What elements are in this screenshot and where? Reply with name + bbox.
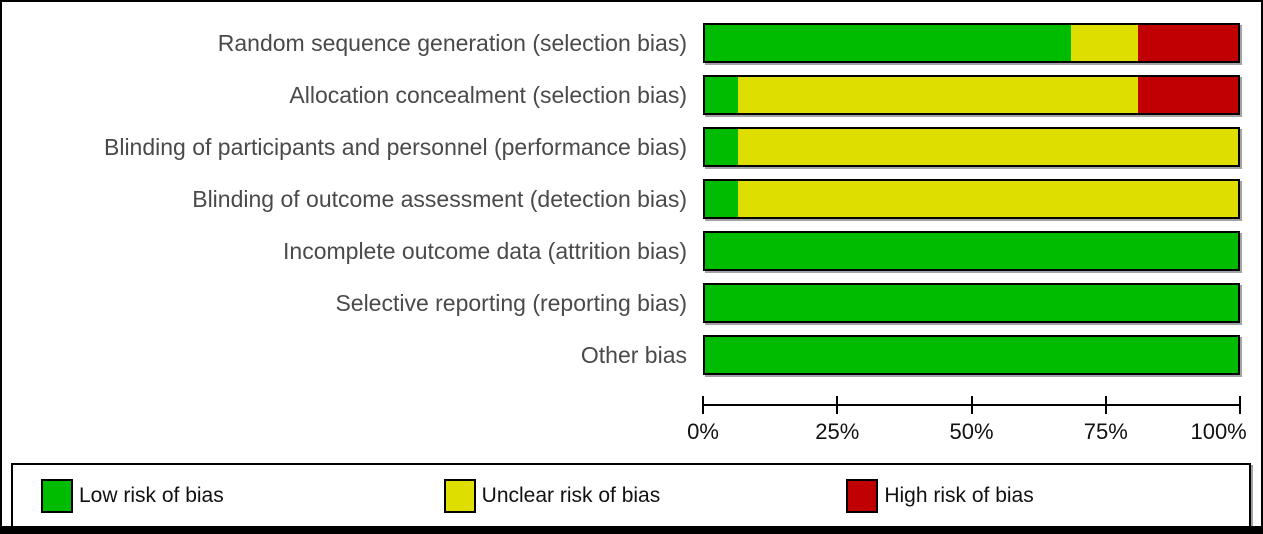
axis-cell: 0% 25% 50% 75% 100% bbox=[687, 393, 1261, 449]
axis-tick bbox=[1239, 396, 1241, 414]
bar-track bbox=[703, 179, 1240, 219]
bar-track bbox=[703, 127, 1240, 167]
bar-row: Allocation concealment (selection bias) bbox=[2, 69, 1261, 121]
legend-item-low: Low risk of bias bbox=[41, 478, 444, 513]
bar-cell bbox=[703, 231, 1261, 271]
bar-cell bbox=[703, 127, 1261, 167]
axis-tick bbox=[1104, 396, 1107, 414]
row-label: Blinding of participants and personnel (… bbox=[104, 133, 687, 160]
bar-segment-low bbox=[705, 181, 739, 217]
bar-segment-low bbox=[705, 233, 1238, 269]
low-risk-swatch bbox=[41, 478, 73, 513]
axis-tick bbox=[702, 396, 704, 414]
bar-row: Random sequence generation (selection bi… bbox=[2, 17, 1261, 69]
bar-track bbox=[703, 23, 1240, 63]
bar-segment-low bbox=[705, 77, 739, 113]
bar-segment-low bbox=[705, 285, 1238, 321]
row-label: Blinding of outcome assessment (detectio… bbox=[192, 185, 687, 212]
axis-spacer bbox=[2, 393, 703, 449]
bar-segment-unclear bbox=[1071, 25, 1139, 61]
x-axis: 0% 25% 50% 75% 100% bbox=[687, 393, 1247, 449]
axis-tick bbox=[970, 396, 973, 414]
bar-cell bbox=[703, 335, 1261, 375]
row-label: Allocation concealment (selection bias) bbox=[289, 81, 687, 108]
bar-segment-high bbox=[1138, 77, 1238, 113]
bar-segment-low bbox=[705, 129, 739, 165]
bar-row: Other bias bbox=[2, 329, 1261, 381]
high-risk-swatch bbox=[846, 478, 879, 513]
axis-tick-label: 25% bbox=[815, 419, 860, 444]
bar-row: Selective reporting (reporting bias) bbox=[2, 277, 1261, 329]
bar-track bbox=[703, 335, 1240, 375]
axis-tick-label: 50% bbox=[949, 419, 994, 444]
unclear-risk-swatch bbox=[443, 478, 476, 513]
bar-row: Blinding of participants and personnel (… bbox=[2, 121, 1261, 173]
bar-cell bbox=[703, 179, 1261, 219]
axis-tick-label: 75% bbox=[1083, 419, 1128, 444]
bar-cell bbox=[703, 75, 1261, 115]
row-label: Incomplete outcome data (attrition bias) bbox=[283, 237, 687, 264]
bar-segment-high bbox=[1138, 25, 1238, 61]
bar-cell bbox=[703, 283, 1261, 323]
bar-segment-low bbox=[705, 25, 1072, 61]
axis-tick bbox=[836, 396, 839, 414]
bar-row: Incomplete outcome data (attrition bias) bbox=[2, 225, 1261, 277]
x-axis-row: 0% 25% 50% 75% 100% bbox=[2, 393, 1261, 449]
legend-label: Low risk of bias bbox=[79, 483, 224, 507]
row-label: Random sequence generation (selection bi… bbox=[217, 29, 687, 56]
row-label: Selective reporting (reporting bias) bbox=[335, 289, 687, 316]
bar-track bbox=[703, 283, 1240, 323]
axis-tick-label: 0% bbox=[687, 419, 719, 444]
bar-row: Blinding of outcome assessment (detectio… bbox=[2, 173, 1261, 225]
axis-tick-label: 100% bbox=[1190, 419, 1247, 444]
legend-item-high: High risk of bias bbox=[846, 478, 1249, 513]
legend-label: High risk of bias bbox=[884, 483, 1034, 507]
bar-segment-unclear bbox=[738, 181, 1238, 217]
legend: Low risk of bias Unclear risk of bias Hi… bbox=[11, 463, 1251, 526]
bar-track bbox=[703, 231, 1240, 271]
bar-segment-unclear bbox=[738, 77, 1139, 113]
bar-cell bbox=[703, 23, 1261, 63]
legend-label: Unclear risk of bias bbox=[481, 483, 661, 507]
bar-segment-unclear bbox=[738, 129, 1238, 165]
legend-item-unclear: Unclear risk of bias bbox=[443, 478, 847, 513]
bar-segment-low bbox=[705, 337, 1238, 373]
bar-rows: Random sequence generation (selection bi… bbox=[2, 2, 1261, 381]
bar-track bbox=[703, 75, 1240, 115]
row-label: Other bias bbox=[580, 341, 687, 368]
